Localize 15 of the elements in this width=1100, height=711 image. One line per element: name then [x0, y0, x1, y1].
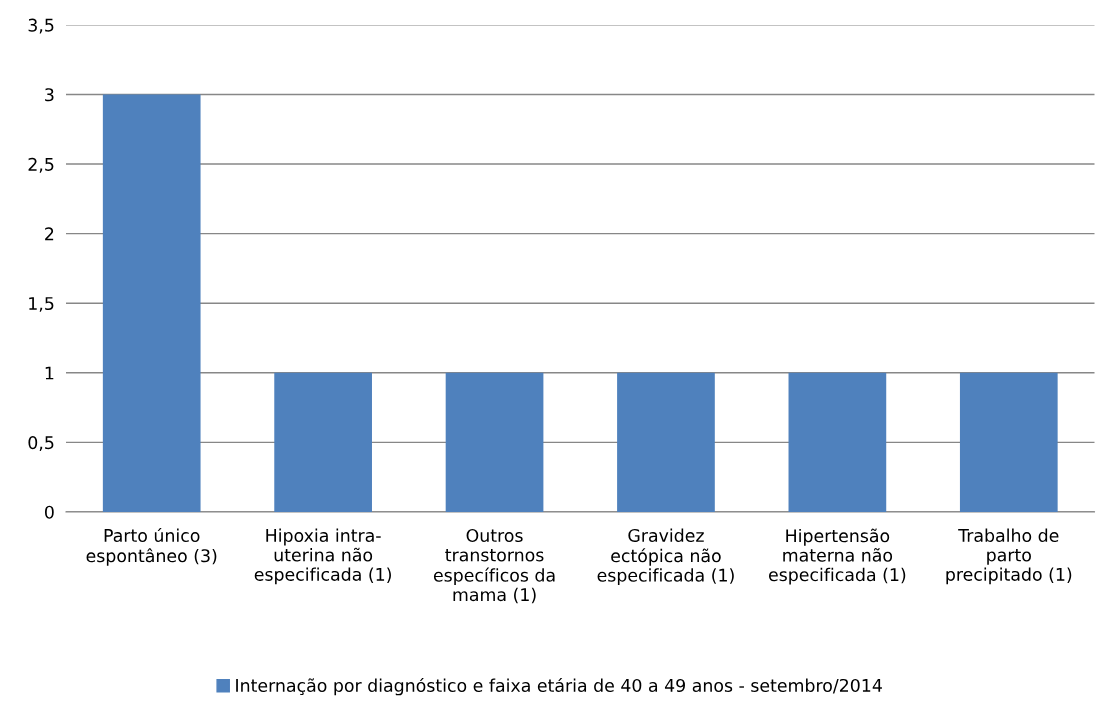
- y-tick-label: 1,5: [29, 297, 54, 312]
- y-tick-label: 2: [45, 227, 54, 241]
- x-tick-label: Hipoxia intra- uterina não especificada (1): [254, 528, 391, 585]
- legend-label: Internação por diagnóstico e faixa etária de 40 a 49 anos - setembro/2014: [236, 677, 882, 696]
- y-tick-label: 0: [44, 505, 54, 519]
- y-tick-label: 0,5: [28, 436, 54, 451]
- y-tick-label: 1: [45, 366, 54, 380]
- x-tick-label: Parto único espontâneo (3): [86, 527, 217, 566]
- y-tick-label: 2,5: [28, 157, 54, 173]
- y-tick-label: 3: [45, 88, 54, 102]
- x-tick-label: Hipertensão materna não especificada (1): [768, 528, 906, 585]
- x-tick-label: Outros transtornos específicos da mama (1): [433, 528, 555, 604]
- x-tick-label: Trabalho de parto precipitado (1): [946, 528, 1072, 585]
- y-tick-label: 3,5: [28, 18, 54, 34]
- x-tick-label: Gravidez ectópica não especificada (1): [597, 528, 734, 586]
